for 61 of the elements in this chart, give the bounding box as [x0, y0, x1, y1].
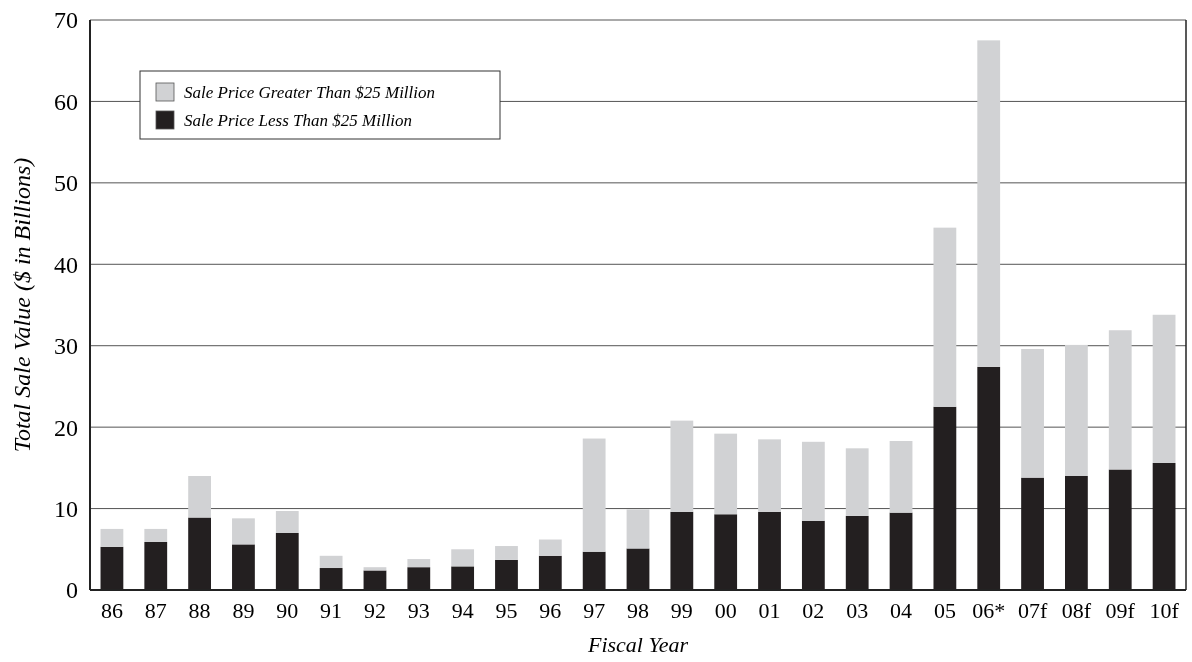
- bar: [275, 511, 299, 533]
- bar: [933, 227, 957, 407]
- x-tick-label: 96: [539, 598, 562, 623]
- legend-label: Sale Price Greater Than $25 Million: [184, 83, 436, 102]
- bar: [144, 528, 168, 542]
- bar: [188, 476, 211, 518]
- x-tick-label: 92: [363, 598, 386, 623]
- bar: [232, 518, 255, 545]
- x-tick-label: 90: [276, 598, 299, 623]
- y-axis-title: Total Sale Value ($ in Billions): [9, 157, 35, 453]
- x-tick-label: 93: [407, 598, 430, 623]
- x-tick-label: 86: [100, 598, 123, 623]
- legend-label: Sale Price Less Than $25 Million: [184, 111, 413, 130]
- bar: [714, 433, 738, 515]
- y-tick-label: 50: [54, 170, 78, 197]
- bar: [1108, 330, 1132, 470]
- bar: [582, 438, 606, 552]
- x-tick-label: 06*: [972, 598, 1006, 623]
- x-tick-label: 03: [846, 598, 869, 623]
- y-tick-label: 60: [54, 88, 78, 115]
- x-tick-label: 88: [188, 598, 211, 623]
- x-tick-label: 08f: [1061, 598, 1092, 623]
- y-tick-label: 20: [54, 414, 78, 441]
- x-tick-label: 98: [627, 598, 649, 623]
- x-tick-label: 09f: [1105, 598, 1136, 623]
- x-tick-label: 94: [451, 598, 474, 623]
- y-tick-label: 10: [54, 495, 78, 522]
- bar: [495, 546, 518, 560]
- bar: [889, 440, 913, 513]
- bar: [977, 40, 1001, 367]
- bar: [1021, 348, 1044, 478]
- x-tick-label: 01: [758, 598, 781, 623]
- x-tick-label: 10f: [1149, 598, 1180, 623]
- bar: [801, 441, 825, 521]
- y-tick-label: 70: [54, 7, 78, 34]
- bar: [626, 509, 650, 549]
- x-tick-label: 95: [495, 598, 518, 623]
- x-tick-label: 04: [890, 598, 913, 623]
- x-tick-label: 87: [144, 598, 167, 623]
- y-tick-label: 30: [54, 333, 78, 360]
- bar: [538, 539, 562, 556]
- bar: [1065, 344, 1088, 476]
- x-tick-label: 91: [320, 598, 343, 623]
- bar: [319, 555, 343, 569]
- x-tick-label: 97: [583, 598, 606, 623]
- bar: [670, 420, 694, 512]
- x-tick-label: 07f: [1017, 598, 1048, 623]
- x-tick-label: 02: [802, 598, 825, 623]
- bar: [451, 549, 475, 567]
- bar: [758, 439, 781, 512]
- bar: [845, 448, 869, 516]
- bar: [407, 559, 431, 568]
- bar: [100, 528, 124, 547]
- y-tick-label: 40: [54, 251, 78, 278]
- bar: [1152, 314, 1176, 463]
- x-tick-label: 89: [232, 598, 255, 623]
- x-axis-title: Fiscal Year: [586, 632, 689, 657]
- x-tick-label: 05: [933, 598, 956, 623]
- x-tick-label: 00: [714, 598, 737, 623]
- y-tick-label: 0: [66, 577, 78, 604]
- x-tick-label: 99: [670, 598, 693, 623]
